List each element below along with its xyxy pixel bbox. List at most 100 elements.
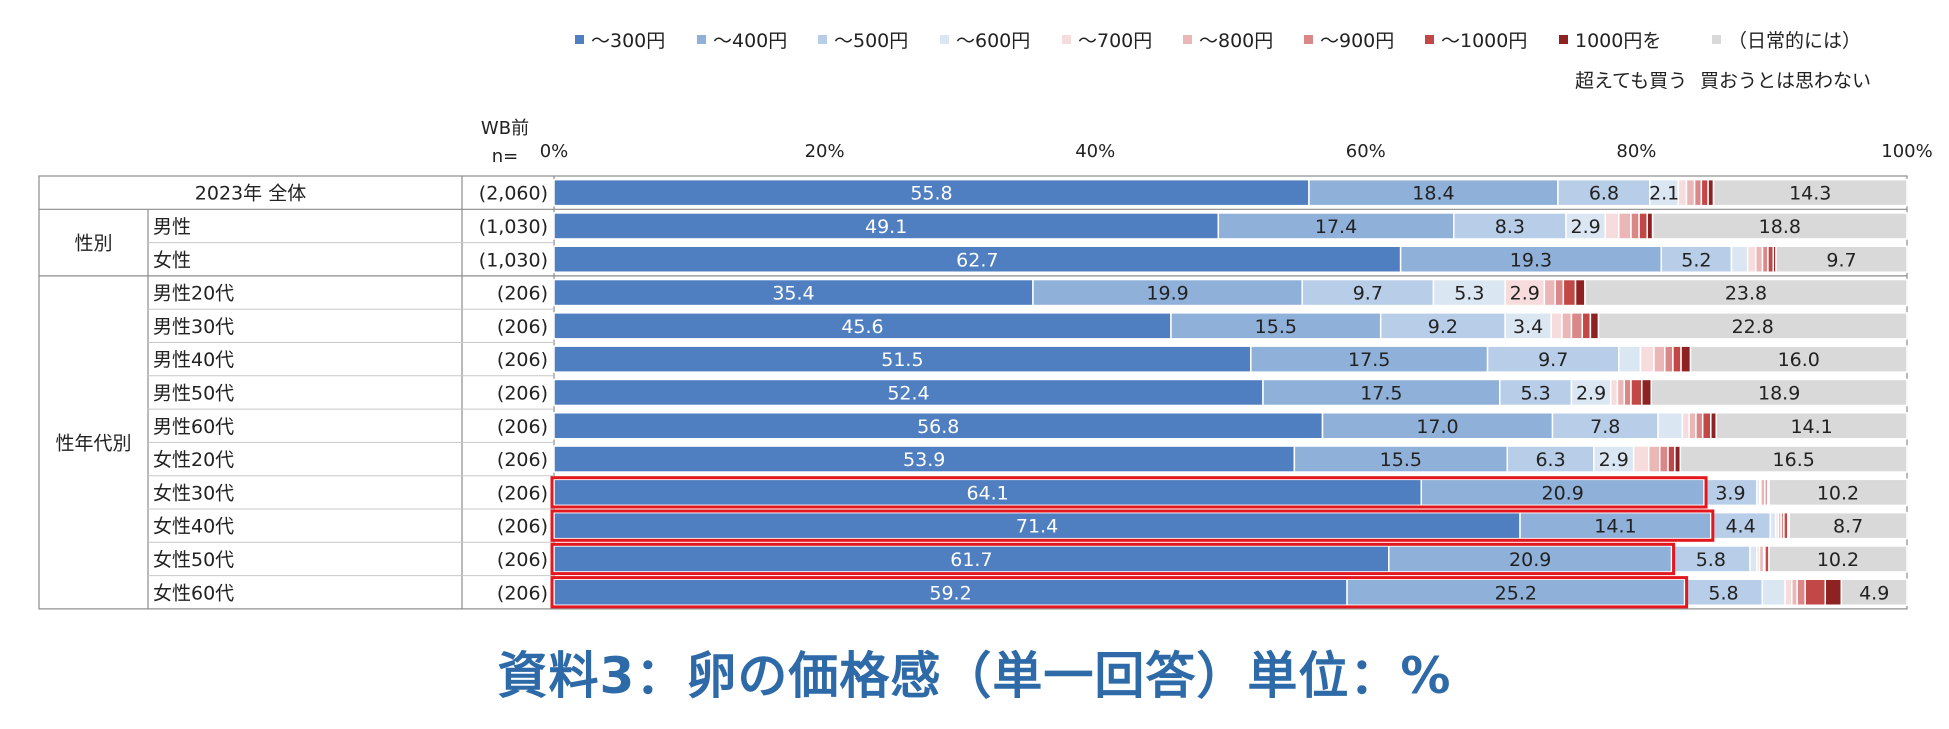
bar-segment (1681, 412, 1690, 440)
data-label: 6.3 (1535, 449, 1565, 471)
bar-segment (1761, 578, 1786, 606)
bar-segment (553, 178, 1310, 207)
data-label: 10.2 (1817, 482, 1859, 504)
data-label: 2.9 (1599, 449, 1629, 471)
row-label: 女性60代 (153, 582, 234, 604)
legend-swatch (1559, 35, 1568, 44)
bar-segment (1712, 178, 1908, 207)
data-label: 3.9 (1715, 482, 1745, 504)
bar-segment (1346, 578, 1686, 606)
legend: ～300円 ～400円 ～500円 ～600円 ～700円 ～800円 ～900円 ～1000… (575, 30, 1871, 92)
legend-label: 買おうとは思わない (1700, 70, 1871, 92)
data-label: 16.0 (1778, 349, 1820, 371)
data-label: 4.9 (1859, 582, 1889, 604)
highlight-boxes (550, 476, 1715, 609)
x-tick-label: 100% (1881, 141, 1932, 162)
legend-swatch (1062, 35, 1071, 44)
legend-label: 超えても買う (1575, 70, 1687, 92)
row-n: (206) (497, 316, 548, 338)
bar-segment (1670, 545, 1751, 573)
row-n: (206) (497, 582, 548, 604)
bar-segment (1623, 378, 1632, 407)
bar-segment (1639, 345, 1655, 373)
data-label: 17.0 (1416, 416, 1458, 438)
bar-segment (1701, 412, 1712, 440)
data-label: 18.4 (1412, 183, 1454, 205)
legend-swatch (1712, 35, 1721, 44)
bar-segment (1301, 278, 1435, 307)
bar-segment (1767, 245, 1775, 273)
bar-segment (1715, 412, 1908, 440)
bar-segment (1519, 511, 1712, 540)
row-label: 男性 (153, 216, 191, 238)
bar-segment (1791, 578, 1798, 606)
data-label: 7.8 (1590, 416, 1620, 438)
bar-segment (1648, 445, 1661, 473)
data-label: 5.8 (1696, 549, 1726, 571)
bar-segment (1543, 278, 1556, 307)
bar-segment (1641, 378, 1653, 407)
bar-row: 55.8 18.4 6.8 2.1 14.3 (553, 178, 1908, 207)
bar-segment (1308, 178, 1559, 207)
bar-segment (1432, 278, 1506, 307)
bar-segment (553, 412, 1324, 440)
data-label: 59.2 (929, 582, 971, 604)
data-label: 10.2 (1817, 549, 1859, 571)
data-label: 61.7 (950, 549, 992, 571)
legend-swatch (818, 35, 827, 44)
data-label: 53.9 (903, 449, 945, 471)
data-label: 5.3 (1520, 382, 1550, 404)
caption: 資料3：卵の価格感（単一回答）単位：% (497, 647, 1452, 705)
row-label: 女性 (153, 249, 191, 271)
data-label: 14.1 (1790, 416, 1832, 438)
bar-segment (1379, 312, 1506, 340)
x-tick-label: 40% (1075, 141, 1115, 162)
data-label: 35.4 (772, 283, 814, 305)
bar-segment (1796, 578, 1806, 606)
data-label: 20.9 (1509, 549, 1551, 571)
bar-row: 62.7 19.3 5.2 9.7 (553, 245, 1908, 273)
row-n: (206) (497, 449, 548, 471)
row-label: 男性60代 (153, 416, 234, 438)
bar-segment (1632, 445, 1650, 473)
highlight-box (550, 509, 1715, 542)
bar-segment (1589, 312, 1600, 340)
bar-segment (553, 212, 1220, 240)
bar-row: 45.6 15.5 9.2 3.4 22.8 (553, 312, 1908, 340)
bar-segment (1452, 212, 1567, 240)
bar-segment (1710, 412, 1717, 440)
data-label: 3.4 (1513, 316, 1543, 338)
legend-swatch (575, 35, 584, 44)
bar-segment (1653, 345, 1666, 373)
data-label: 23.8 (1725, 283, 1767, 305)
bar-segment (1672, 345, 1682, 373)
legend-item: ～500円 (818, 30, 908, 52)
bar-segment (1646, 212, 1654, 240)
row-n: (206) (497, 283, 548, 305)
data-label: 9.7 (1353, 283, 1383, 305)
legend-label: ～600円 (956, 30, 1030, 52)
data-label: 5.3 (1454, 283, 1484, 305)
data-label: 17.5 (1360, 382, 1402, 404)
row-n: (1,030) (479, 216, 548, 238)
bar-segment (1630, 378, 1643, 407)
legend-swatch (1183, 35, 1192, 44)
bar-segment (1689, 345, 1908, 373)
bar-row: 53.9 15.5 6.3 2.9 16.5 (553, 445, 1908, 473)
row-label: 2023年 全体 (195, 183, 306, 205)
data-label: 18.8 (1759, 216, 1801, 238)
bar-segment (1584, 278, 1908, 307)
bar-segment (1554, 278, 1565, 307)
bar-segment (1688, 412, 1697, 440)
bar-segment (1604, 212, 1620, 240)
bar-segment (1667, 445, 1676, 473)
data-label: 19.3 (1510, 249, 1552, 271)
bar-segment (1649, 178, 1680, 207)
bar-row: 49.1 17.4 8.3 2.9 18.8 (553, 212, 1908, 240)
row-n: (206) (497, 516, 548, 538)
x-tick-label: 20% (805, 141, 845, 162)
bar-segment (1170, 312, 1382, 340)
data-label: 64.1 (966, 482, 1008, 504)
bar-segment (1250, 345, 1489, 373)
